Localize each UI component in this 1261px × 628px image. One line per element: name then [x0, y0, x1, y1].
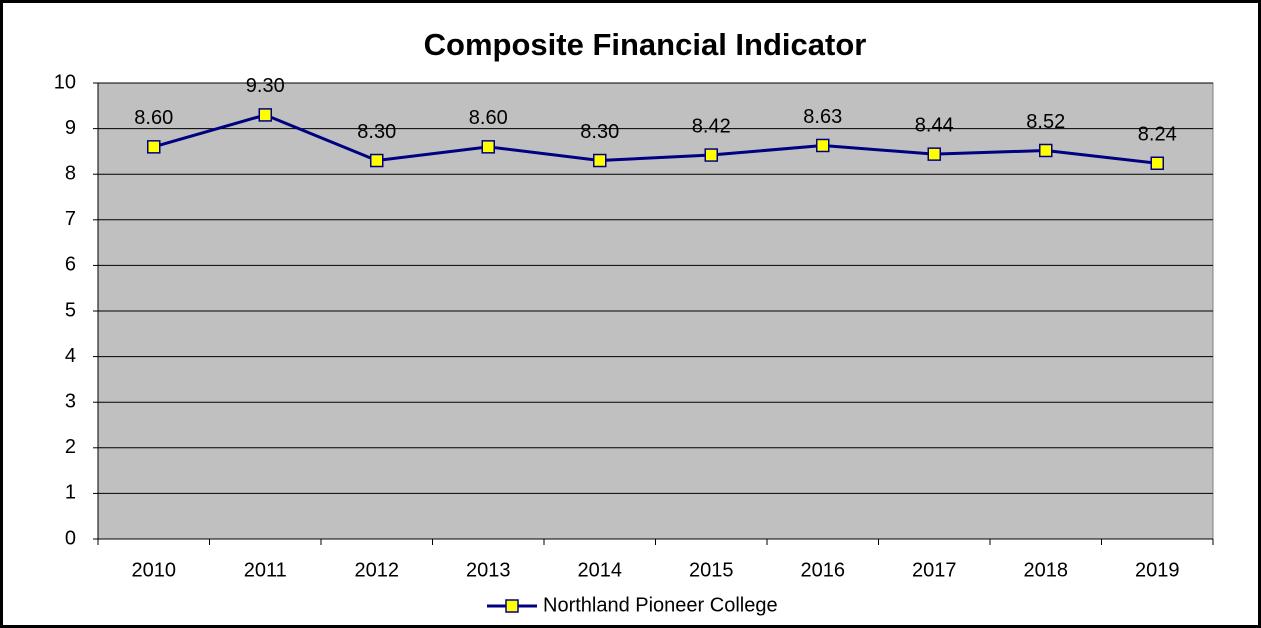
y-tick-label: 10 — [54, 71, 76, 93]
chart-title: Composite Financial Indicator — [424, 27, 867, 62]
y-tick-label: 8 — [65, 162, 76, 184]
y-tick-label: 7 — [65, 208, 76, 230]
data-label: 8.60 — [134, 107, 173, 129]
data-label: 8.30 — [357, 121, 396, 143]
x-tick-label: 2019 — [1135, 559, 1180, 581]
point-marker — [481, 140, 495, 154]
x-tick-label: 2011 — [244, 559, 287, 581]
data-label: 8.60 — [469, 107, 508, 129]
data-label: 8.44 — [915, 114, 954, 136]
y-tick-label: 5 — [65, 299, 76, 321]
x-tick-label: 2018 — [1024, 559, 1069, 581]
point-marker — [258, 108, 272, 122]
data-label: 8.63 — [803, 106, 842, 128]
y-tick-label: 1 — [65, 482, 76, 504]
x-tick-label: 2015 — [689, 559, 734, 581]
x-tick-label: 2017 — [912, 559, 957, 581]
data-label: 8.42 — [692, 115, 731, 137]
data-label: 8.24 — [1138, 124, 1177, 146]
x-tick-label: 2010 — [132, 559, 177, 581]
point-marker — [1150, 156, 1164, 171]
point-marker — [704, 148, 718, 162]
point-marker — [816, 138, 830, 153]
data-label: 9.30 — [246, 75, 285, 97]
data-label: 8.52 — [1026, 111, 1065, 133]
legend-label: Northland Pioneer College — [543, 594, 778, 616]
x-tick-label: 2012 — [355, 559, 400, 581]
point-marker — [370, 153, 384, 168]
point-marker — [147, 140, 161, 154]
data-label: 8.30 — [580, 121, 619, 143]
y-tick-label: 6 — [65, 254, 76, 276]
y-tick-label: 3 — [65, 390, 76, 412]
y-tick-label: 4 — [65, 345, 76, 367]
y-tick-label: 2 — [65, 436, 76, 458]
y-tick-label: 0 — [65, 527, 76, 549]
series-line — [153, 113, 1158, 165]
x-tick-label: 2014 — [578, 559, 623, 581]
x-tick-label: 2016 — [801, 559, 846, 581]
point-marker — [1039, 143, 1053, 158]
point-marker — [593, 153, 607, 168]
y-tick-label: 9 — [65, 117, 76, 139]
x-tick-label: 2013 — [466, 559, 511, 581]
point-marker — [927, 147, 941, 161]
legend-marker — [505, 599, 519, 613]
